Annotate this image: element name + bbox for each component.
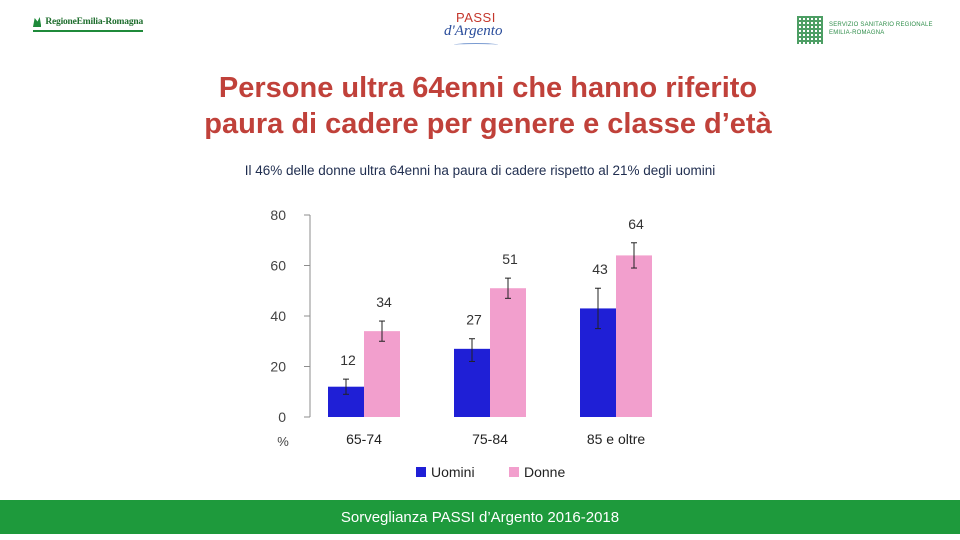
logo-underline <box>33 30 143 32</box>
data-label: 64 <box>628 216 644 232</box>
logo-passi-argento: PASSI d'Argento <box>438 8 518 48</box>
legend-swatch-uomini <box>416 467 426 477</box>
footer-text: Sorveglianza PASSI d’Argento 2016-2018 <box>340 508 620 526</box>
logo-servizio-sanitario: SERVIZIO SANITARIO REGIONALE EMILIA-ROMA… <box>797 16 937 46</box>
logo-left-text: RegioneEmilia-Romagna <box>45 17 143 27</box>
footer-bar: Sorveglianza PASSI d’Argento 2016-2018 <box>0 500 960 534</box>
data-label: 34 <box>376 294 392 310</box>
logo-passi-text: PASSI <box>456 10 496 25</box>
title-line-1: Persone ultra 64enni che hanno riferito <box>218 72 758 104</box>
legend-swatch-donne <box>509 467 519 477</box>
data-label: 51 <box>502 251 518 267</box>
subtitle: Il 46% delle donne ultra 64enni ha paura… <box>244 163 716 178</box>
logo-right-text: SERVIZIO SANITARIO REGIONALE EMILIA-ROMA… <box>829 16 933 46</box>
x-tick-label: 65-74 <box>346 431 382 447</box>
data-label: 43 <box>592 261 608 277</box>
y-tick-label: 60 <box>270 258 286 274</box>
logo-right-line1: SERVIZIO SANITARIO REGIONALE <box>829 22 933 28</box>
logo-swoosh-icon <box>454 43 498 47</box>
title-line-2: paura di cadere per genere e classe d’et… <box>204 108 772 140</box>
page-title: Persone ultra 64enni che hanno riferito … <box>0 70 960 142</box>
y-tick-label: 0 <box>278 409 286 425</box>
x-tick-label: 75-84 <box>472 431 508 447</box>
data-label: 27 <box>466 312 482 328</box>
legend-label-uomini: Uomini <box>431 464 475 480</box>
region-logo-icon <box>33 17 42 27</box>
bar-donne <box>616 255 652 417</box>
y-axis-label: % <box>277 434 289 449</box>
bar-donne <box>490 288 526 417</box>
bar-donne <box>364 331 400 417</box>
logo-regione-emilia-romagna: RegioneEmilia-Romagna <box>33 14 143 32</box>
y-tick-label: 20 <box>270 359 286 375</box>
x-tick-label: 85 e oltre <box>587 431 646 447</box>
legend-label-donne: Donne <box>524 464 565 480</box>
y-tick-label: 80 <box>270 207 286 223</box>
data-label: 12 <box>340 352 356 368</box>
y-tick-label: 40 <box>270 308 286 324</box>
ssr-grid-icon <box>797 16 823 44</box>
logo-argento-text: d'Argento <box>444 23 503 39</box>
logo-right-line2: EMILIA-ROMAGNA <box>829 30 885 36</box>
